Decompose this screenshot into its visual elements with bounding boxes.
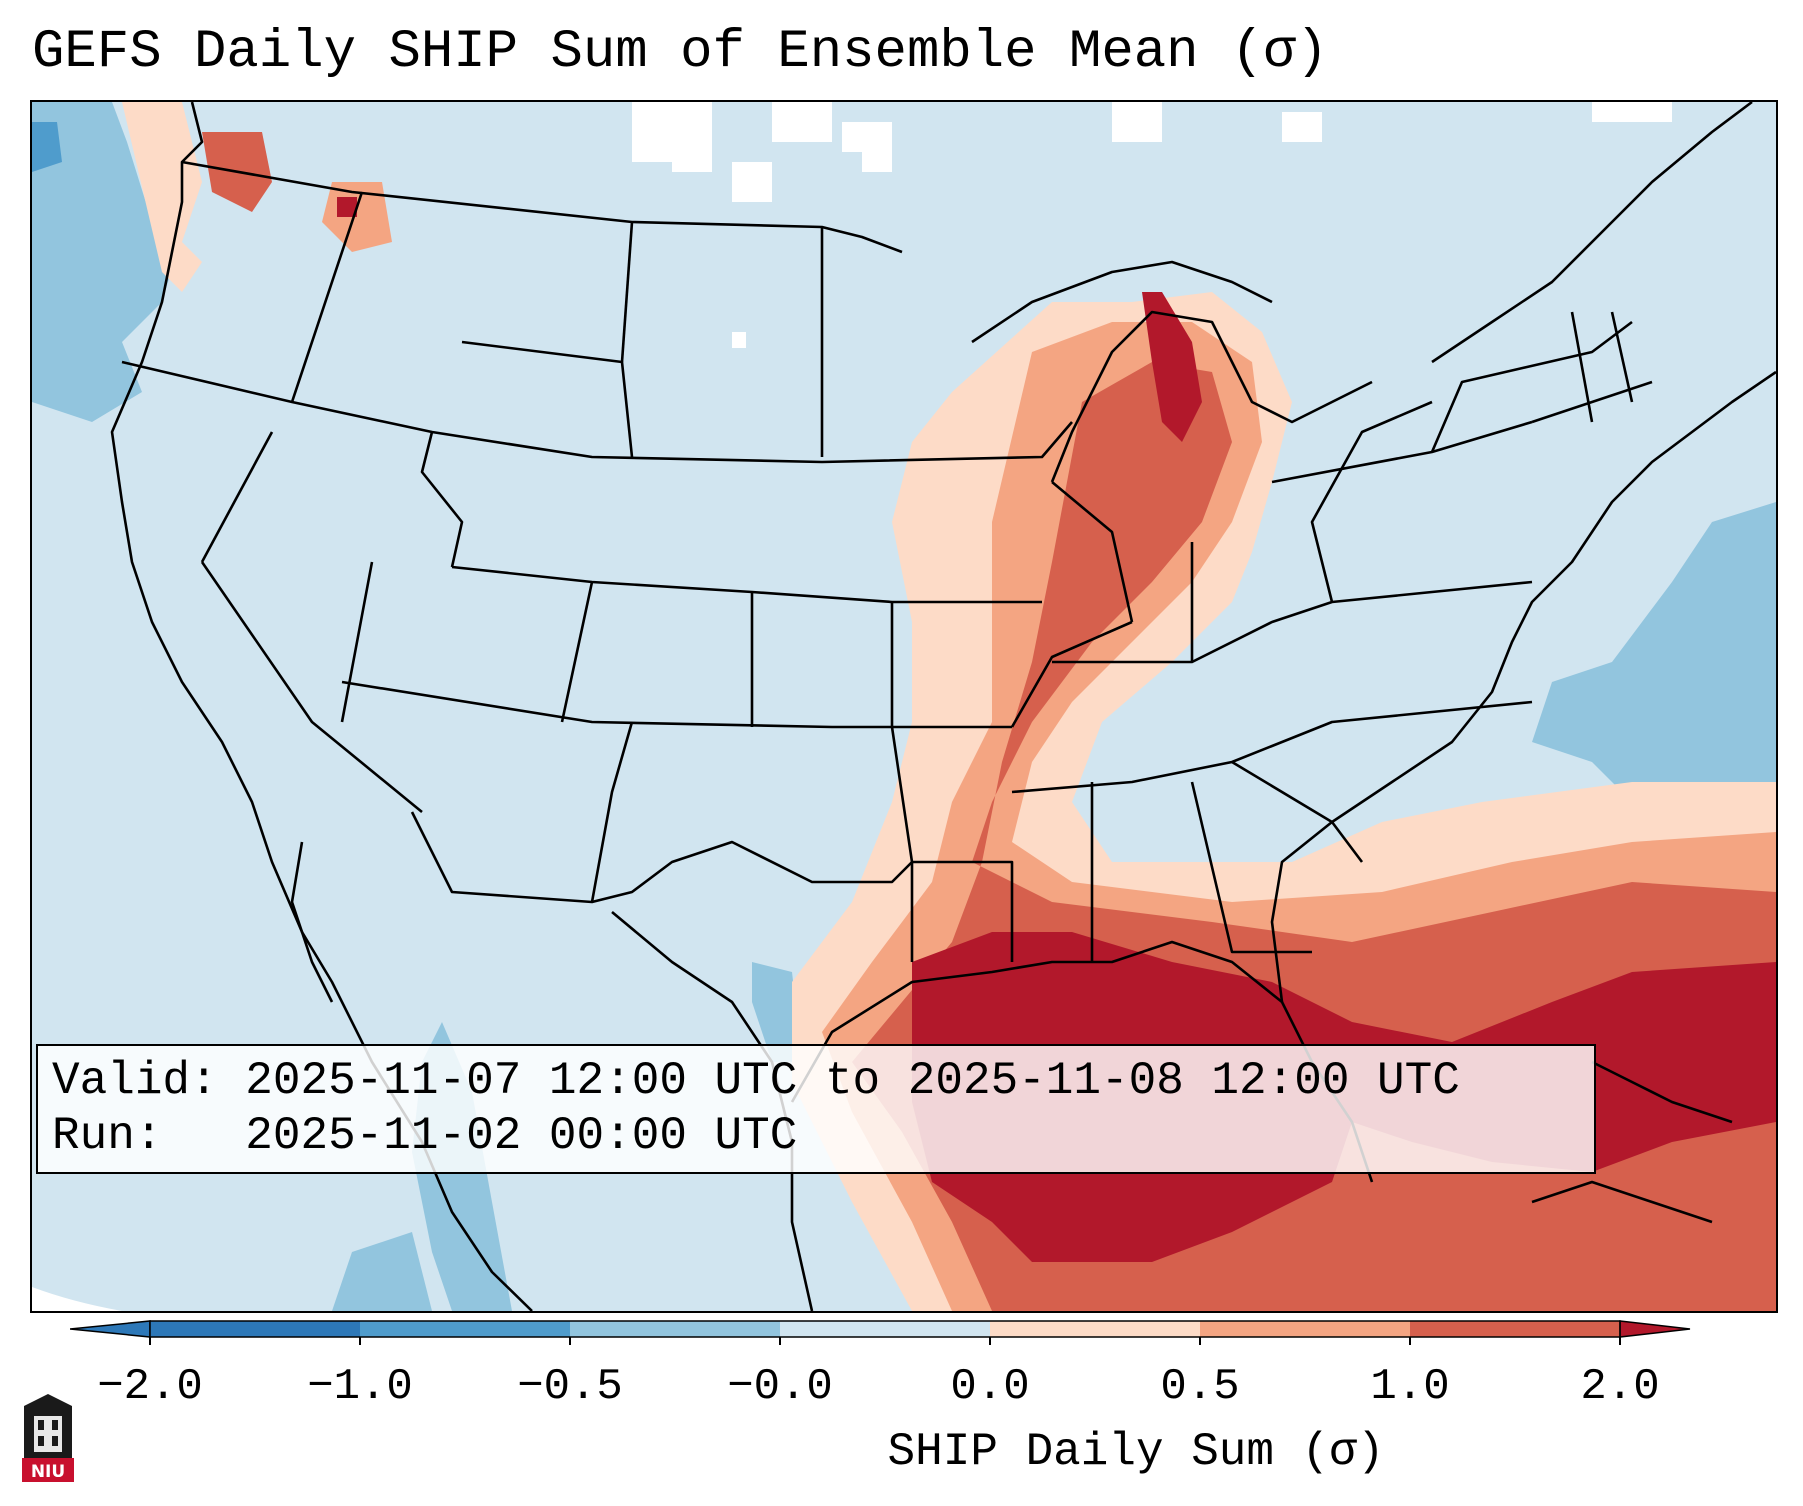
pnw-positive-1 bbox=[122, 102, 202, 292]
missing-data-patches bbox=[632, 102, 1672, 348]
run-row: Run: 2025-11-02 00:00 UTC bbox=[52, 1109, 1580, 1164]
valid-row: Valid: 2025-11-07 12:00 UTC to 2025-11-0… bbox=[52, 1054, 1580, 1109]
atlantic-negative-region bbox=[1532, 502, 1776, 842]
colorbar-tick-label: 0.5 bbox=[1160, 1362, 1240, 1412]
colorbar-bin bbox=[570, 1321, 780, 1337]
colorbar-bin bbox=[990, 1321, 1200, 1337]
run-value: 2025-11-02 00:00 UTC bbox=[245, 1110, 798, 1162]
colorbar-bin bbox=[360, 1321, 570, 1337]
pacific-south-negative bbox=[332, 1232, 432, 1311]
colorbar-extend-low bbox=[70, 1320, 151, 1338]
colorbar-tick-label: −2.0 bbox=[97, 1362, 203, 1412]
colorbar-tick-label: 2.0 bbox=[1580, 1362, 1660, 1412]
chart-title: GEFS Daily SHIP Sum of Ensemble Mean (σ) bbox=[32, 22, 1329, 83]
colorbar-tick-label: −0.0 bbox=[727, 1362, 833, 1412]
colorbar-bin bbox=[780, 1321, 990, 1337]
colorbar-tick-label: −0.5 bbox=[517, 1362, 623, 1412]
colorbar-bin bbox=[1200, 1321, 1410, 1337]
colorbar-label: SHIP Daily Sum (σ) bbox=[887, 1426, 1385, 1478]
colorbar bbox=[70, 1320, 1691, 1345]
pnw-positive-4 bbox=[337, 197, 357, 217]
pacific-strong-negative bbox=[32, 122, 62, 172]
niu-logo-icon: NIU bbox=[22, 1394, 74, 1482]
colorbar-bin bbox=[150, 1321, 360, 1337]
svg-text:NIU: NIU bbox=[31, 1462, 65, 1482]
valid-run-info-box: Valid: 2025-11-07 12:00 UTC to 2025-11-0… bbox=[36, 1044, 1596, 1174]
state-borders bbox=[121, 160, 1653, 962]
colorbar-tick-label: 0.0 bbox=[950, 1362, 1030, 1412]
run-label: Run: bbox=[52, 1110, 163, 1162]
valid-value: 2025-11-07 12:00 UTC to 2025-11-08 12:00… bbox=[245, 1055, 1460, 1107]
pacific-negative-region bbox=[32, 102, 177, 422]
colorbar-tick-label: −1.0 bbox=[307, 1362, 413, 1412]
michigan-dark-red bbox=[1142, 292, 1202, 442]
valid-label: Valid: bbox=[52, 1055, 218, 1107]
colorbar-tick-label: 1.0 bbox=[1370, 1362, 1450, 1412]
colorbar-extend-high bbox=[1619, 1320, 1691, 1338]
colorbar-bin bbox=[1410, 1321, 1620, 1337]
mexico-negative-region bbox=[752, 962, 802, 1062]
